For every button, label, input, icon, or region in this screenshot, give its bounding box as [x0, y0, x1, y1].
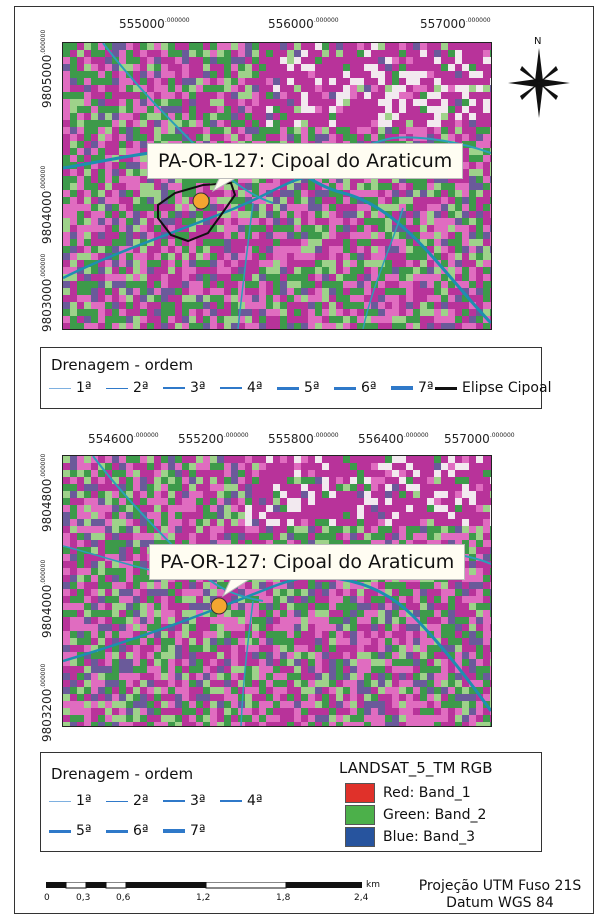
map2-xtick: 554600.000000 — [88, 432, 159, 446]
legend-item-5: 5ª — [277, 380, 320, 396]
scale-bar-graphic — [46, 882, 362, 889]
legend-item-2: 2ª — [106, 793, 149, 809]
map-frame — [14, 6, 594, 914]
map1-ytick: 9805000.000000 — [40, 29, 54, 108]
map1-ytick: 9804000.000000 — [40, 165, 54, 244]
legend-item-1: 1ª — [49, 793, 92, 809]
map1-xtick: 555000.000000 — [119, 17, 190, 31]
band-red: Red: Band_1 — [345, 783, 471, 803]
legend-2: Drenagem - ordem 1ª 2ª 3ª 4ª 5ª 6ª 7ª LA… — [40, 752, 542, 852]
rgb-legend-title: LANDSAT_5_TM RGB — [339, 759, 493, 777]
projection-line: Projeção UTM Fuso 21S — [418, 878, 582, 894]
scale-label: 2,4 — [354, 893, 369, 903]
site-callout: PA-OR-127: Cipoal do Araticum — [149, 544, 466, 580]
legend-title: Drenagem - ordem — [51, 765, 194, 783]
legend-item-5: 5ª — [49, 823, 92, 839]
scale-label: 0,6 — [116, 893, 131, 903]
legend-item-3: 3ª — [163, 380, 206, 396]
scale-label: 0,3 — [76, 893, 91, 903]
map2-xtick: 557000.000000 — [444, 432, 515, 446]
site-marker — [210, 597, 228, 615]
legend-item-1: 1ª — [49, 380, 92, 396]
north-arrow: N — [508, 36, 570, 118]
map1-xtick: 556000.000000 — [268, 17, 339, 31]
site-callout: PA-OR-127: Cipoal do Araticum — [147, 143, 464, 179]
compass-rose-icon — [508, 48, 570, 118]
map1-ytick: 9803000.000000 — [40, 253, 54, 332]
map2-ytick: 9804800.000000 — [40, 453, 54, 532]
legend-item-4: 4ª — [220, 380, 263, 396]
legend-item-4: 4ª — [220, 793, 263, 809]
satellite-map-1[interactable]: PA-OR-127: Cipoal do Araticum — [62, 42, 492, 330]
scale-label: 1,8 — [276, 893, 291, 903]
scale-bar: km 0 0,3 0,6 1,2 1,8 2,4 — [44, 880, 386, 912]
datum-line: Datum WGS 84 — [446, 895, 554, 911]
legend-ellipse: Elipse Cipoal — [435, 380, 551, 396]
drainage-line — [362, 207, 404, 329]
projection-info: Projeção UTM Fuso 21S Datum WGS 84 — [410, 878, 590, 912]
drainage-legend-1: Drenagem - ordem 1ª 2ª 3ª 4ª 5ª 6ª 7ª El… — [40, 347, 551, 409]
map2-raster — [63, 456, 491, 726]
drainage-line — [63, 176, 304, 280]
map2-xtick: 555800.000000 — [268, 432, 339, 446]
site-marker — [192, 192, 210, 210]
map2-xtick: 555200.000000 — [178, 432, 249, 446]
legend-item-6: 6ª — [106, 823, 149, 839]
drainage-line — [240, 600, 254, 726]
map1-raster — [63, 43, 491, 329]
band-blue: Blue: Band_3 — [345, 827, 475, 847]
north-label: N — [534, 36, 542, 47]
satellite-map-2[interactable]: PA-OR-127: Cipoal do Araticum — [62, 455, 492, 727]
ellipse-cipoal — [157, 181, 237, 243]
scale-label: 0 — [44, 893, 50, 903]
legend-item-7: 7ª — [391, 380, 434, 396]
legend-item-6: 6ª — [334, 380, 377, 396]
map2-ytick: 9804000.000000 — [40, 559, 54, 638]
scale-unit: km — [366, 880, 380, 890]
map1-xtick: 557000.000000 — [420, 17, 491, 31]
map2-xtick: 556400.000000 — [358, 432, 429, 446]
band-green: Green: Band_2 — [345, 805, 486, 825]
legend-item-2: 2ª — [106, 380, 149, 396]
map2-ytick: 9803200.000000 — [40, 663, 54, 742]
scale-label: 1,2 — [196, 893, 211, 903]
legend-item-7: 7ª — [163, 823, 206, 839]
drainage-line — [237, 202, 254, 329]
legend-item-3: 3ª — [163, 793, 206, 809]
legend-title: Drenagem - ordem — [51, 356, 194, 374]
